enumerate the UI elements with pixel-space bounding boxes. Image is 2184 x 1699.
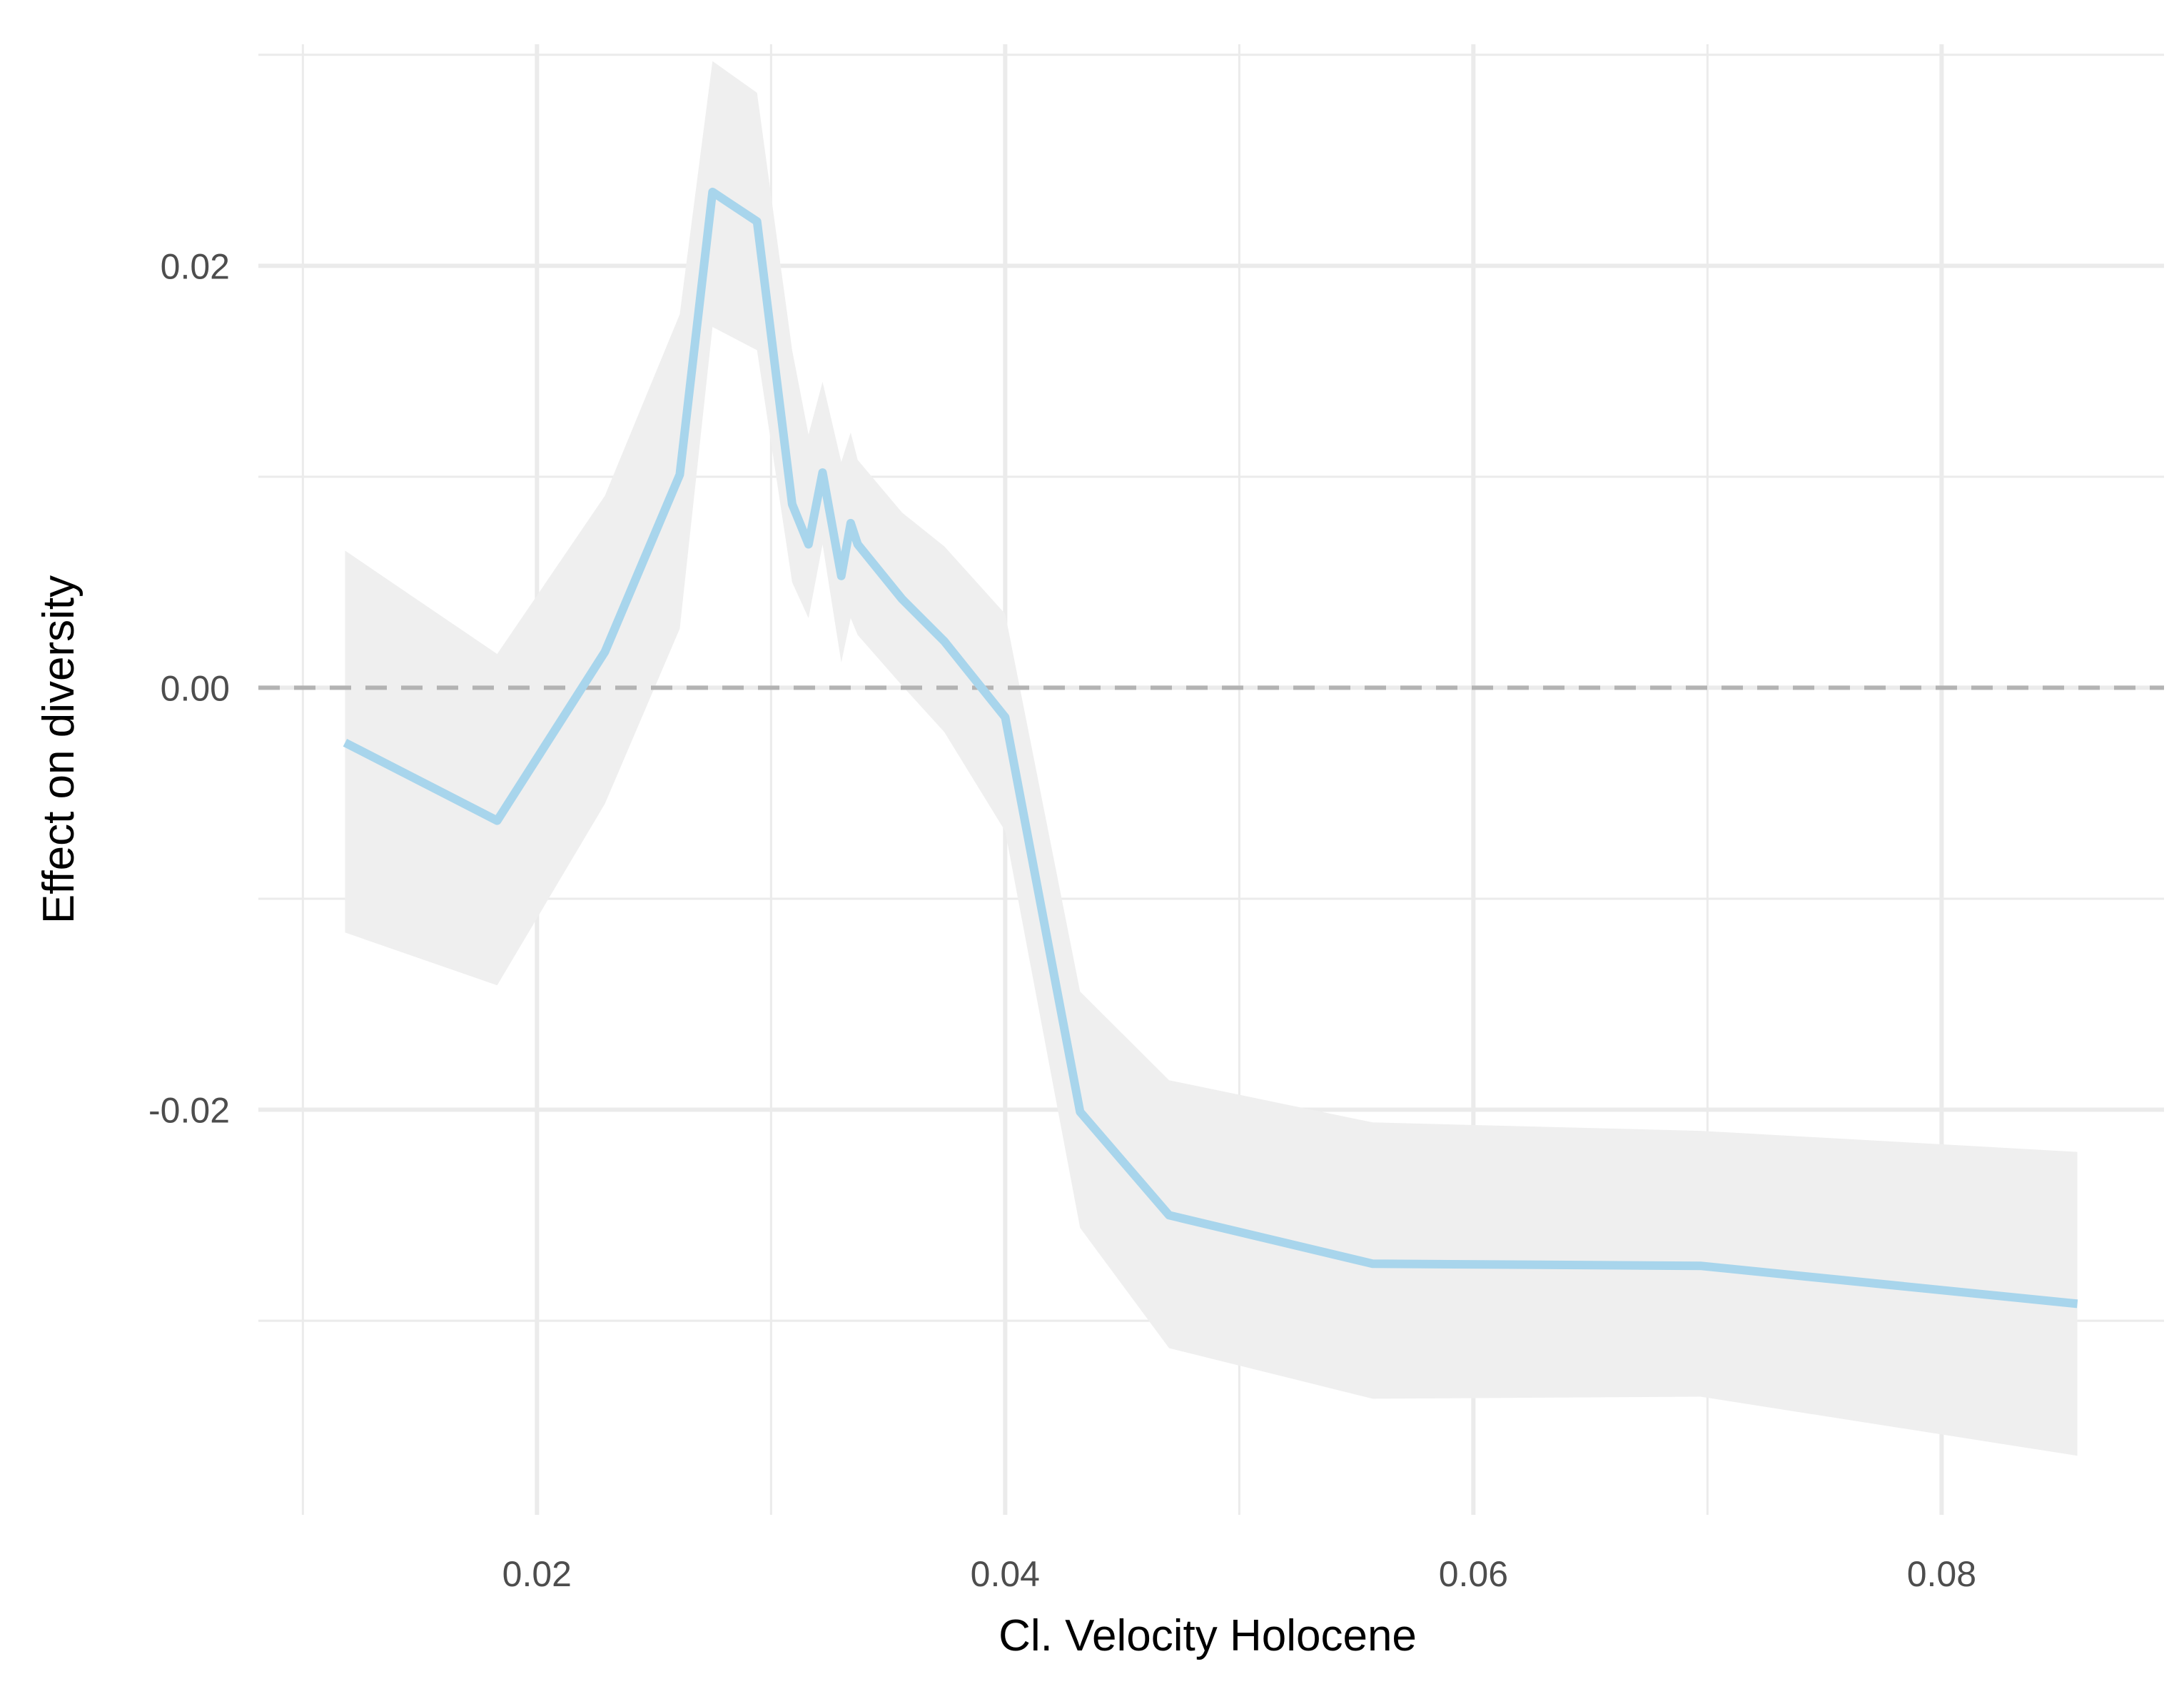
y-tick-label-0: 0.02 [161, 246, 230, 286]
x-tick-label-3: 0.08 [1907, 1554, 1976, 1594]
y-tick-label-1: 0.00 [161, 668, 230, 708]
x-tick-label-2: 0.06 [1439, 1554, 1508, 1594]
y-axis-title: Effect on diversity [34, 575, 84, 924]
y-axis-tick-labels: 0.02 0.00 -0.02 [148, 246, 230, 1130]
x-tick-label-1: 0.04 [971, 1554, 1040, 1594]
x-axis-tick-labels: 0.02 0.04 0.06 0.08 [502, 1554, 1976, 1594]
effect-line [343, 187, 2078, 1309]
x-axis-title: Cl. Velocity Holocene [999, 1611, 1417, 1660]
confidence-band-layer [345, 61, 2078, 1456]
x-tick-label-0: 0.02 [502, 1554, 572, 1594]
effect-line-layer [343, 187, 2078, 1309]
confidence-band [345, 61, 2078, 1456]
y-tick-label-2: -0.02 [148, 1091, 230, 1131]
